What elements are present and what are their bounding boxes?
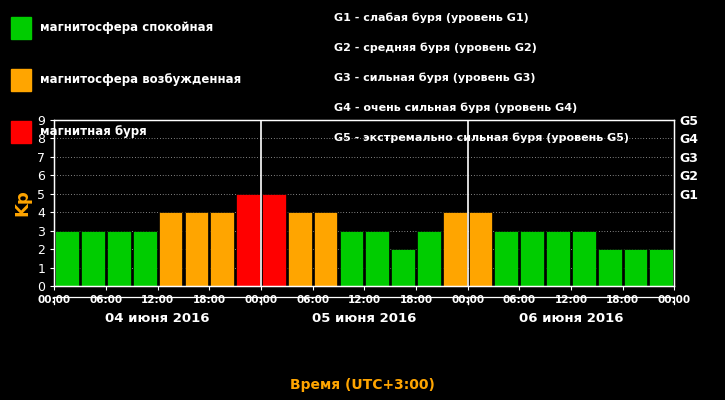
Bar <box>624 249 647 286</box>
Bar <box>210 212 234 286</box>
Bar <box>262 194 286 286</box>
Text: 04 июня 2016: 04 июня 2016 <box>105 312 210 325</box>
Text: 06 июня 2016: 06 июня 2016 <box>518 312 624 325</box>
Y-axis label: Kp: Kp <box>14 190 32 216</box>
Bar <box>572 231 596 286</box>
Text: G3 - сильная буря (уровень G3): G3 - сильная буря (уровень G3) <box>334 73 535 83</box>
Text: G5 - экстремально сильная буря (уровень G5): G5 - экстремально сильная буря (уровень … <box>334 133 629 143</box>
Bar <box>133 231 157 286</box>
Text: 05 июня 2016: 05 июня 2016 <box>312 312 416 325</box>
Bar <box>546 231 570 286</box>
Bar <box>494 231 518 286</box>
Text: G1 - слабая буря (уровень G1): G1 - слабая буря (уровень G1) <box>334 13 529 23</box>
Bar <box>468 212 492 286</box>
Bar <box>365 231 389 286</box>
Bar <box>339 231 363 286</box>
Bar <box>236 194 260 286</box>
Bar <box>443 212 467 286</box>
Bar <box>417 231 441 286</box>
Bar <box>107 231 130 286</box>
Text: Время (UTC+3:00): Время (UTC+3:00) <box>290 378 435 392</box>
Bar <box>288 212 312 286</box>
Text: магнитная буря: магнитная буря <box>40 126 146 138</box>
Bar <box>521 231 544 286</box>
Bar <box>55 231 79 286</box>
Bar <box>392 249 415 286</box>
Bar <box>159 212 183 286</box>
Text: G2 - средняя буря (уровень G2): G2 - средняя буря (уровень G2) <box>334 43 536 53</box>
Text: магнитосфера возбужденная: магнитосфера возбужденная <box>40 74 241 86</box>
Text: G4 - очень сильная буря (уровень G4): G4 - очень сильная буря (уровень G4) <box>334 103 577 113</box>
Bar <box>185 212 208 286</box>
Bar <box>314 212 337 286</box>
Bar <box>598 249 621 286</box>
Text: магнитосфера спокойная: магнитосфера спокойная <box>40 22 213 34</box>
Bar <box>650 249 674 286</box>
Bar <box>81 231 105 286</box>
